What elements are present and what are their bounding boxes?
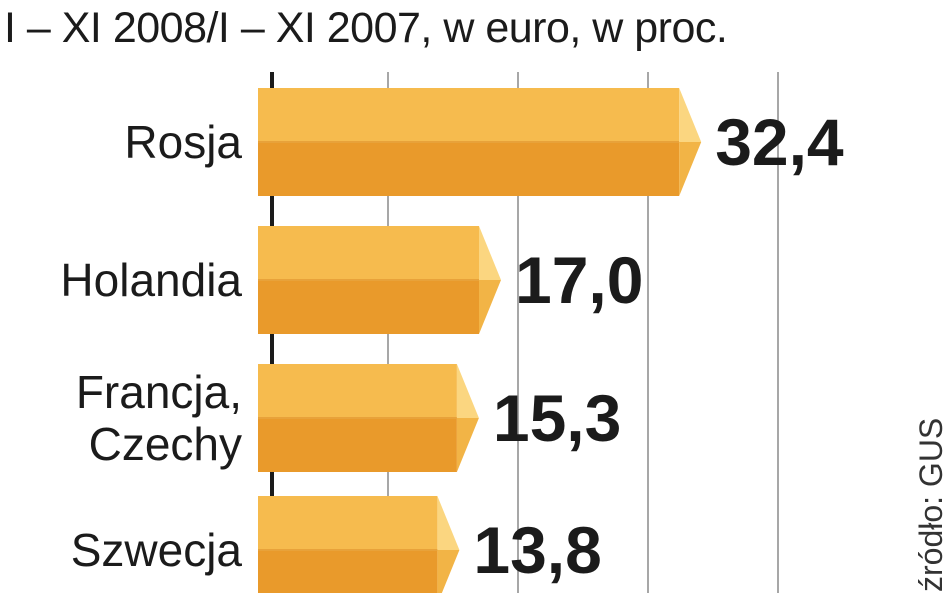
value-label: 15,3 — [493, 381, 621, 455]
bar-cap-lower — [437, 550, 460, 593]
bar-cap-upper — [479, 226, 501, 280]
bar-cap-upper — [679, 88, 702, 142]
bar-bottom-face — [258, 418, 457, 472]
bar-bottom-face — [258, 142, 680, 196]
bar-top-face — [258, 226, 479, 280]
labels: 32,4 Rosja 17,0 Holandia 15,3 Francja,Czechy 1… — [60, 105, 844, 587]
bar-cap-upper — [437, 496, 460, 550]
bar-bottom-face — [258, 280, 479, 334]
category-label: Francja, — [76, 366, 242, 418]
category-label: Szwecja — [71, 524, 243, 576]
category-label: Holandia — [60, 254, 242, 306]
bars — [258, 88, 702, 593]
bar-top-face — [258, 88, 680, 142]
bar-bottom-face — [258, 550, 438, 593]
bar-top-face — [258, 496, 438, 550]
bar-cap-lower — [456, 418, 479, 472]
chart-title: I – XI 2008/I – XI 2007, w euro, w proc. — [4, 4, 728, 52]
category-label: Rosja — [124, 116, 242, 168]
bar-cap-lower — [479, 280, 501, 334]
value-label: 17,0 — [515, 243, 643, 317]
bar-cap-lower — [679, 142, 702, 196]
value-label: 13,8 — [473, 513, 601, 587]
bar-cap-upper — [456, 364, 479, 418]
bar-top-face — [258, 364, 457, 418]
value-label: 32,4 — [715, 105, 844, 179]
category-label: Czechy — [89, 418, 242, 470]
